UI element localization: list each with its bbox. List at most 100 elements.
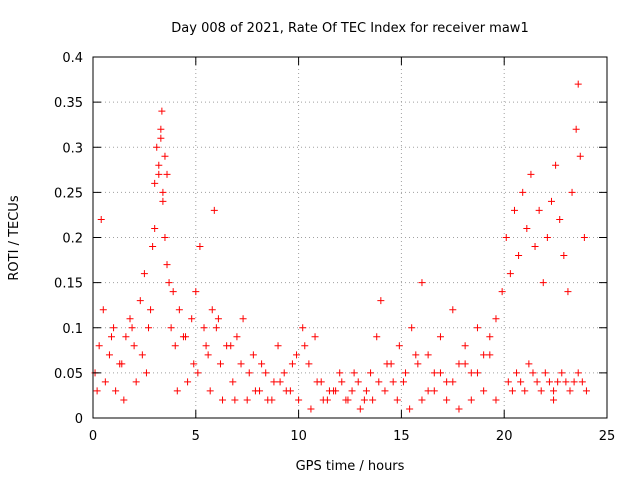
data-point — [101, 378, 109, 386]
data-point — [151, 224, 159, 232]
y-tick-label: 0 — [75, 412, 83, 427]
data-point — [377, 297, 385, 305]
x-tick-label: 25 — [599, 429, 616, 444]
data-point — [196, 243, 204, 251]
grid-lines — [93, 57, 607, 418]
data-point — [492, 396, 500, 404]
data-point — [461, 360, 469, 368]
data-point — [533, 378, 541, 386]
data-point — [554, 378, 562, 386]
data-point — [541, 369, 549, 377]
y-tick-label: 0.15 — [54, 277, 83, 292]
data-point — [369, 396, 377, 404]
data-point — [510, 206, 518, 214]
data-point — [190, 360, 198, 368]
data-point — [424, 351, 432, 359]
data-point — [576, 152, 584, 160]
data-point — [473, 324, 481, 332]
y-tick-label: 0.3 — [62, 141, 83, 156]
data-point — [219, 396, 227, 404]
data-point — [354, 378, 362, 386]
data-point — [239, 315, 247, 323]
data-point — [167, 324, 175, 332]
data-point — [543, 234, 551, 241]
data-point — [582, 387, 590, 395]
data-point — [537, 387, 545, 395]
data-point — [95, 342, 103, 350]
data-point — [473, 369, 481, 377]
x-tick-label: 10 — [290, 429, 307, 444]
data-point — [461, 342, 469, 350]
data-point — [97, 215, 105, 223]
data-point — [506, 270, 514, 278]
data-point — [274, 342, 282, 350]
data-point — [436, 333, 444, 341]
data-point — [237, 360, 245, 368]
data-point — [118, 360, 126, 368]
data-point — [126, 315, 134, 323]
y-tick-label: 0.35 — [54, 96, 83, 111]
data-point — [313, 378, 321, 386]
data-point — [163, 170, 171, 178]
x-tick-label: 15 — [393, 429, 410, 444]
x-tick-label: 0 — [89, 429, 97, 444]
data-point — [157, 134, 165, 142]
data-point — [122, 333, 130, 341]
data-point — [399, 378, 407, 386]
data-point — [580, 234, 588, 241]
data-point — [208, 306, 216, 314]
data-point — [480, 387, 488, 395]
data-point — [153, 143, 161, 151]
data-point — [360, 396, 368, 404]
data-point — [214, 315, 222, 323]
data-point — [161, 152, 169, 160]
data-point — [449, 306, 457, 314]
data-point — [467, 396, 475, 404]
data-point — [350, 369, 358, 377]
data-point — [362, 387, 370, 395]
y-tick-label: 0.1 — [62, 322, 83, 337]
x-tick-label: 20 — [496, 429, 513, 444]
data-point — [560, 252, 568, 260]
data-point — [408, 324, 416, 332]
y-axis-label: ROTI / TECUs — [7, 195, 22, 280]
data-point — [249, 351, 257, 359]
data-point — [515, 252, 523, 260]
y-tick-label: 0.05 — [54, 367, 83, 382]
data-point — [301, 342, 309, 350]
data-point — [578, 378, 586, 386]
data-point — [105, 351, 113, 359]
data-point — [140, 270, 148, 278]
data-point — [93, 387, 101, 395]
data-point — [325, 387, 333, 395]
data-point — [188, 315, 196, 323]
data-point — [412, 351, 420, 359]
data-point — [338, 378, 346, 386]
data-point — [539, 279, 547, 287]
data-point — [258, 360, 266, 368]
data-point — [332, 387, 340, 395]
data-point — [564, 288, 572, 296]
data-point — [158, 107, 166, 115]
data-point — [99, 306, 107, 314]
data-point — [556, 215, 564, 223]
data-point — [406, 405, 414, 413]
data-point — [387, 360, 395, 368]
data-point — [562, 378, 570, 386]
x-axis-ticks: 0 5 10 15 20 25 — [89, 57, 615, 444]
data-point — [529, 369, 537, 377]
x-tick-label: 5 — [192, 429, 200, 444]
data-point — [393, 396, 401, 404]
data-point — [525, 360, 533, 368]
data-point — [568, 188, 576, 196]
data-point — [233, 333, 241, 341]
data-point — [356, 405, 364, 413]
data-point — [184, 378, 192, 386]
y-tick-label: 0.4 — [62, 51, 83, 66]
data-point — [535, 206, 543, 214]
x-axis-label: GPS time / hours — [296, 459, 405, 474]
data-point — [307, 405, 315, 413]
data-point — [375, 378, 383, 386]
data-point — [572, 125, 580, 133]
data-point — [130, 342, 138, 350]
